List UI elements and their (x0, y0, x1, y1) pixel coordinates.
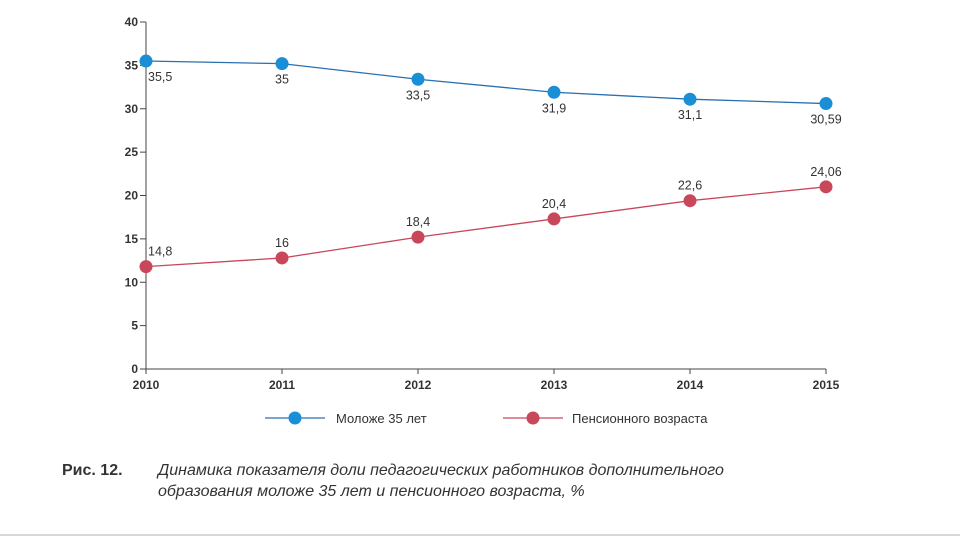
data-point (547, 212, 561, 226)
y-tick-label: 0 (131, 362, 138, 376)
chart-series: 35,5 35 33,5 31,9 31,1 30,59 14,8 16 18,4 20,4 22,… (139, 54, 842, 274)
y-tick-label: 25 (125, 145, 139, 159)
data-label: 14,8 (148, 245, 172, 259)
data-label: 31,1 (678, 108, 702, 122)
data-point (411, 72, 425, 86)
y-tick-label: 30 (125, 102, 139, 116)
figure-number: Рис. 12. (62, 462, 123, 479)
y-tick-label: 10 (125, 275, 139, 289)
x-tick-label: 2014 (677, 378, 704, 392)
y-tick-label: 35 (125, 58, 139, 72)
chart-legend: Моложе 35 лет Пенсионного возраста (265, 411, 708, 426)
data-label: 35,5 (148, 70, 172, 84)
data-point (275, 251, 289, 265)
bottom-divider (0, 534, 960, 536)
data-point (139, 260, 153, 274)
data-label: 33,5 (406, 88, 430, 102)
figure-caption: Рис. 12. Динамика показателя доли педагог… (62, 460, 922, 502)
data-point (683, 194, 697, 208)
data-point (819, 97, 833, 111)
y-tick-label: 40 (125, 15, 139, 29)
data-label: 16 (275, 236, 289, 250)
y-tick-label: 15 (125, 232, 139, 246)
data-label: 20,4 (542, 197, 566, 211)
line-chart: 0 5 10 15 20 25 30 35 40 2010 2011 2012 2013 2014 2015… (125, 15, 842, 426)
y-tick-label: 5 (131, 319, 138, 333)
caption-text-1: Динамика показателя доли педагогических … (158, 462, 724, 479)
series-line-1 (145, 60, 827, 105)
data-label: 24,06 (810, 165, 841, 179)
x-tick-label: 2011 (269, 378, 295, 392)
data-label: 31,9 (542, 101, 566, 115)
series-line-2 (145, 186, 827, 268)
caption-text-2: образования моложе 35 лет и пенсионного … (158, 483, 585, 500)
data-point (411, 230, 425, 244)
caption-line-1: Рис. 12. Динамика показателя доли педагог… (62, 460, 922, 481)
x-tick-label: 2012 (405, 378, 432, 392)
data-point (275, 57, 289, 71)
data-point (547, 85, 561, 99)
data-point (683, 92, 697, 106)
y-tick-label: 20 (125, 189, 139, 203)
data-label: 18,4 (406, 215, 430, 229)
data-label: 22,6 (678, 179, 702, 193)
data-point (819, 180, 833, 194)
x-tick-label: 2013 (541, 378, 568, 392)
legend-marker (526, 411, 540, 425)
legend-label: Пенсионного возраста (572, 411, 708, 426)
x-tick-label: 2015 (813, 378, 840, 392)
data-label: 30,59 (810, 113, 841, 127)
chart-axes: 0 5 10 15 20 25 30 35 40 2010 2011 2012 2013 2014 2015 (125, 15, 840, 392)
data-label: 35 (275, 73, 289, 87)
legend-label: Моложе 35 лет (336, 411, 427, 426)
data-point (139, 54, 153, 68)
legend-marker (288, 411, 302, 425)
x-tick-label: 2010 (133, 378, 160, 392)
